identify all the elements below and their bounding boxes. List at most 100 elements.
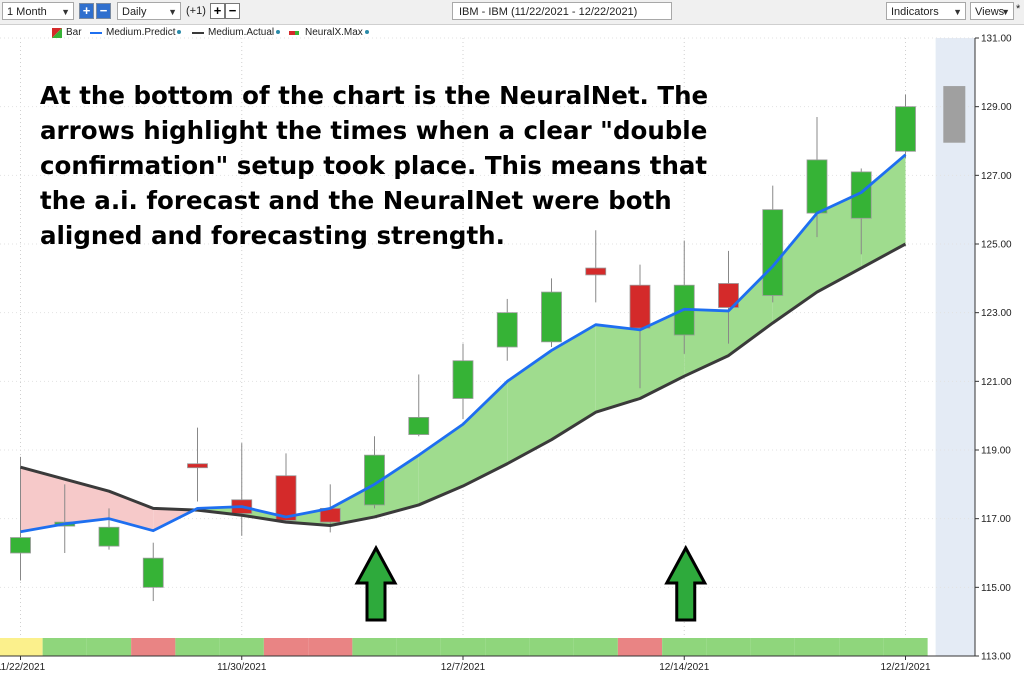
candle [275, 453, 297, 523]
y-tick-label: 117.00 [981, 514, 1011, 525]
x-tick-label: 12/7/2021 [441, 662, 486, 673]
candle-body [541, 291, 562, 343]
candle-body [718, 283, 739, 308]
neuralx-icon [289, 31, 299, 35]
neuralnet-cell [308, 638, 353, 656]
candle [10, 456, 31, 581]
up-arrow-signal-icon [354, 544, 398, 622]
x-tick-label: 12/14/2021 [659, 662, 709, 673]
candle-body [806, 159, 828, 214]
legend-dot-icon [364, 30, 369, 35]
forecast-band-fill [507, 350, 552, 464]
candle-body [850, 171, 872, 219]
interval-select[interactable]: Daily ▼ [117, 2, 181, 20]
candle [629, 264, 651, 389]
annotation-text: At the bottom of the chart is the Neural… [40, 78, 800, 253]
candle-body [629, 284, 651, 329]
forecast-band-fill [640, 309, 685, 399]
offset-minus-button[interactable]: − [225, 3, 240, 19]
candle [187, 427, 208, 502]
views-menu[interactable]: Views ▼ [970, 2, 1014, 20]
candle [895, 94, 916, 159]
symbol-selector[interactable]: IBM - IBM (11/22/2021 - 12/22/2021) [452, 2, 672, 20]
y-tick-label: 129.00 [981, 102, 1012, 113]
neuralnet-cell [0, 638, 43, 656]
legend-dot-icon [177, 30, 182, 35]
neuralnet-cell [883, 638, 928, 656]
views-label: Views [975, 6, 1005, 18]
neuralnet-cell [794, 638, 840, 656]
neuralnet-cell [219, 638, 264, 656]
neuralnet-cell [352, 638, 397, 656]
candle-body [408, 416, 430, 435]
offset-plus-button[interactable]: + [210, 3, 225, 19]
annotation-line: aligned and forecasting strength. [40, 221, 505, 250]
candle-body [142, 557, 164, 588]
candle [408, 374, 430, 437]
forecast-band-fill [728, 266, 773, 356]
legend-label-bar: Bar [66, 27, 82, 38]
candle [585, 230, 607, 303]
candle [496, 298, 518, 361]
offset-label: (+1) [186, 5, 206, 17]
y-tick-label: 121.00 [981, 377, 1012, 388]
neuralnet-cell [485, 638, 530, 656]
neuralnet-cell [42, 638, 87, 656]
bar-icon [52, 28, 62, 38]
legend-actual-text: Medium.Actual [208, 27, 275, 38]
candle [98, 508, 120, 550]
actual-line-swatch [192, 32, 204, 34]
candle [718, 250, 739, 344]
legend-label-actual: Medium.Actual [208, 26, 281, 40]
candle-body [895, 106, 916, 152]
y-tick-label: 125.00 [981, 240, 1012, 251]
interval-select-value: Daily [122, 6, 147, 18]
neuralnet-cell [175, 638, 220, 656]
forecast-band-fill [286, 508, 331, 526]
medium-predict-line [20, 153, 907, 534]
y-tick-label: 131.00 [981, 34, 1012, 45]
indicators-label: Indicators [891, 6, 939, 18]
neuralnet-cell [617, 638, 663, 656]
neuralnet-cell [750, 638, 795, 656]
candle [364, 436, 385, 509]
y-tick-label: 127.00 [981, 171, 1012, 182]
forecast-band-fill [817, 192, 862, 293]
x-tick-label: 12/21/2021 [880, 662, 930, 673]
zoom-in-button[interactable]: + [79, 3, 94, 19]
forecast-bar [943, 86, 966, 143]
neuralnet-cell [529, 638, 574, 656]
legend-label-neuralx: NeuralX.Max [305, 26, 369, 40]
chevron-down-icon: ▼ [1001, 7, 1010, 17]
annotation-line: arrows highlight the times when a clear … [40, 116, 708, 145]
candle-body [10, 537, 31, 554]
candle-body [585, 267, 607, 276]
candle-body [364, 454, 385, 506]
candle [142, 542, 164, 602]
y-tick-label: 115.00 [981, 583, 1011, 594]
chevron-down-icon: ▼ [168, 7, 177, 17]
views-marker: * [1016, 3, 1021, 15]
legend-predict-text: Medium.Predict [106, 27, 176, 38]
toolbar: 1 Month ▼ + − Daily ▼ (+1) + − IBM - IBM… [0, 0, 1024, 25]
forecast-band-fill [772, 213, 817, 323]
forecast-band-fill [64, 479, 109, 524]
symbol-title: IBM - IBM (11/22/2021 - 12/22/2021) [459, 6, 638, 18]
y-tick-label: 123.00 [981, 308, 1012, 319]
indicators-menu[interactable]: Indicators ▼ [886, 2, 966, 20]
zoom-out-button[interactable]: − [96, 3, 111, 19]
chevron-down-icon: ▼ [953, 7, 962, 17]
range-select[interactable]: 1 Month ▼ [2, 2, 74, 20]
candle [541, 278, 562, 347]
forecast-band-fill [374, 455, 419, 517]
neuralnet-cell [396, 638, 441, 656]
neuralnet-cell [839, 638, 884, 656]
candle-body [275, 475, 297, 521]
forecast-band-fill [20, 467, 65, 532]
chart-legend: Bar Medium.Predict Medium.Actual NeuralX… [0, 26, 900, 40]
predict-line-swatch [90, 32, 102, 34]
chevron-down-icon: ▼ [61, 7, 70, 17]
neuralnet-cell [131, 638, 176, 656]
candle-body [496, 312, 518, 348]
